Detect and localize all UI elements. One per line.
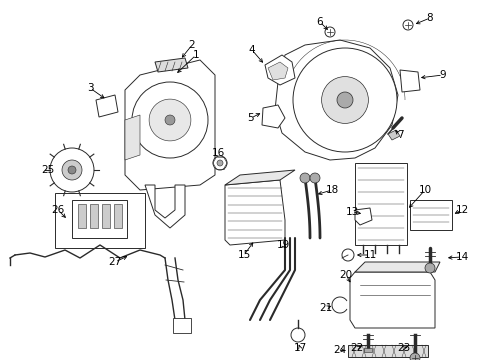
Text: 8: 8 bbox=[426, 13, 432, 23]
Text: 17: 17 bbox=[293, 343, 306, 353]
Text: 12: 12 bbox=[454, 205, 468, 215]
Text: 1: 1 bbox=[192, 50, 199, 60]
Text: 23: 23 bbox=[397, 343, 410, 353]
Circle shape bbox=[213, 156, 226, 170]
Text: 26: 26 bbox=[51, 205, 64, 215]
Bar bbox=[114, 204, 122, 228]
Polygon shape bbox=[399, 70, 419, 92]
Circle shape bbox=[309, 173, 319, 183]
Polygon shape bbox=[155, 58, 187, 72]
Polygon shape bbox=[96, 95, 118, 117]
Polygon shape bbox=[267, 62, 287, 80]
Text: 15: 15 bbox=[237, 250, 250, 260]
Text: 20: 20 bbox=[339, 270, 352, 280]
Polygon shape bbox=[264, 55, 294, 85]
Polygon shape bbox=[387, 130, 399, 140]
Polygon shape bbox=[125, 60, 215, 190]
Text: 14: 14 bbox=[454, 252, 468, 262]
Polygon shape bbox=[354, 262, 439, 272]
Bar bbox=[55, 193, 145, 248]
Polygon shape bbox=[262, 105, 285, 128]
Text: 6: 6 bbox=[316, 17, 323, 27]
Text: 10: 10 bbox=[418, 185, 431, 195]
Text: 25: 25 bbox=[41, 165, 55, 175]
Circle shape bbox=[424, 263, 434, 273]
Bar bbox=[72, 200, 127, 238]
Polygon shape bbox=[274, 40, 397, 160]
Circle shape bbox=[402, 20, 412, 30]
Circle shape bbox=[299, 173, 309, 183]
Text: 3: 3 bbox=[86, 83, 93, 93]
Polygon shape bbox=[224, 180, 285, 245]
Circle shape bbox=[325, 27, 334, 37]
Bar bbox=[409, 200, 451, 230]
Polygon shape bbox=[125, 115, 140, 160]
Circle shape bbox=[336, 92, 352, 108]
Text: 16: 16 bbox=[211, 148, 224, 158]
Polygon shape bbox=[349, 272, 434, 328]
Bar bbox=[78, 204, 86, 228]
Circle shape bbox=[164, 115, 175, 125]
Text: 21: 21 bbox=[319, 303, 332, 313]
Text: 4: 4 bbox=[248, 45, 255, 55]
Circle shape bbox=[50, 148, 94, 192]
Text: 13: 13 bbox=[345, 207, 358, 217]
Bar bbox=[347, 345, 427, 357]
Circle shape bbox=[68, 166, 76, 174]
Text: 11: 11 bbox=[363, 250, 376, 260]
Circle shape bbox=[217, 160, 223, 166]
Text: 7: 7 bbox=[396, 130, 403, 140]
Text: 27: 27 bbox=[108, 257, 122, 267]
Text: 9: 9 bbox=[439, 70, 446, 80]
Polygon shape bbox=[363, 348, 371, 352]
Text: 2: 2 bbox=[188, 40, 195, 50]
Bar bbox=[90, 204, 98, 228]
Circle shape bbox=[132, 82, 207, 158]
Text: 5: 5 bbox=[247, 113, 254, 123]
Bar bbox=[354, 163, 406, 245]
Circle shape bbox=[149, 99, 190, 141]
Circle shape bbox=[321, 77, 367, 123]
Polygon shape bbox=[145, 185, 184, 228]
Text: 18: 18 bbox=[325, 185, 338, 195]
Polygon shape bbox=[354, 208, 371, 225]
Circle shape bbox=[292, 48, 396, 152]
Circle shape bbox=[62, 160, 82, 180]
Polygon shape bbox=[224, 170, 294, 185]
Text: 19: 19 bbox=[276, 240, 289, 250]
Text: 24: 24 bbox=[333, 345, 346, 355]
Circle shape bbox=[409, 353, 419, 360]
Bar bbox=[102, 204, 110, 228]
Bar bbox=[173, 318, 191, 333]
Text: 22: 22 bbox=[350, 343, 363, 353]
